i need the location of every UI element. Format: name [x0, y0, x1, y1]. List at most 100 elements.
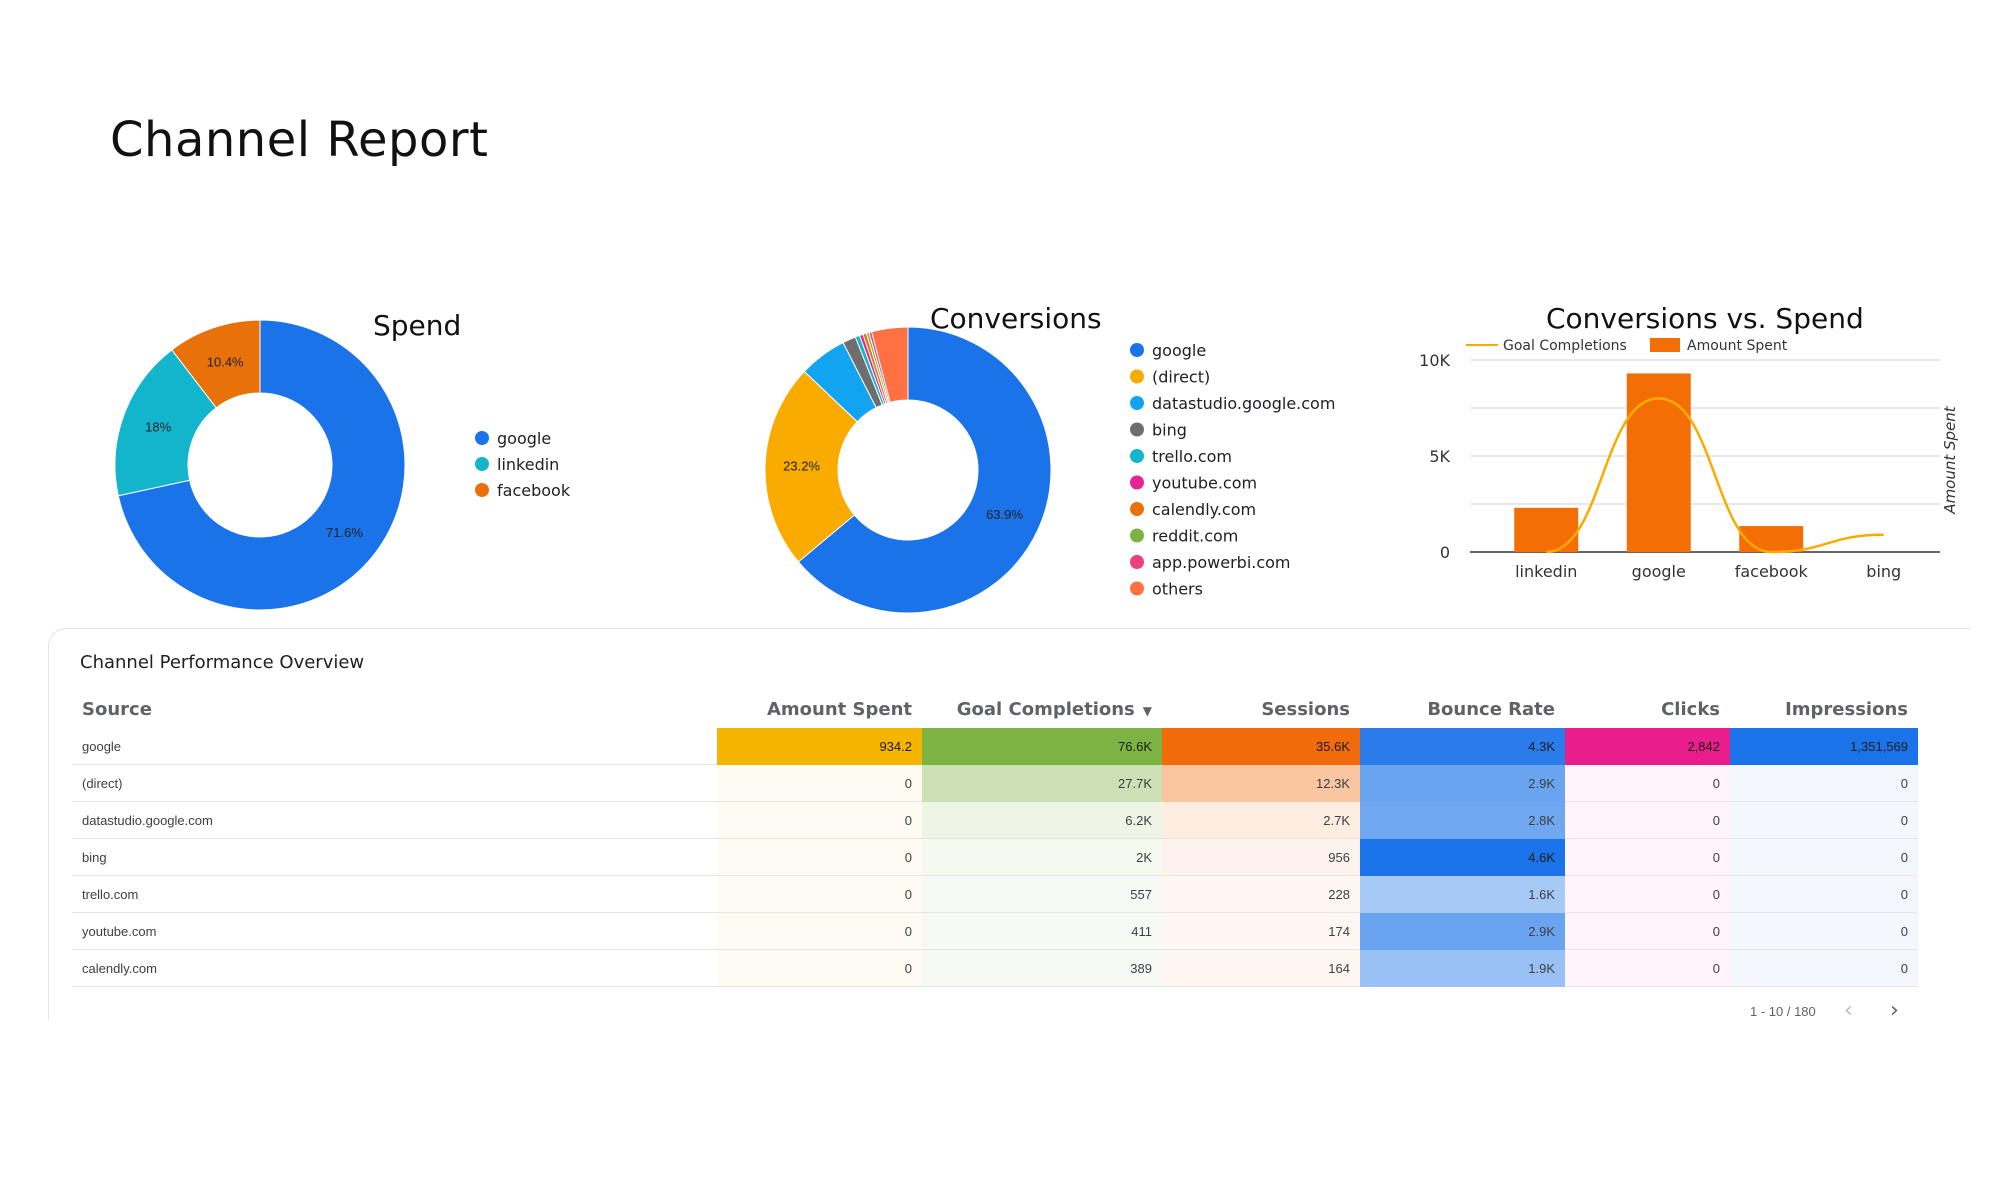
table-row[interactable]: bing 0 2K 956 4.6K 0 0 — [72, 838, 1918, 876]
cell-amount-spent: 0 — [717, 838, 922, 876]
table-title: Channel Performance Overview — [80, 652, 365, 673]
legend-bar-swatch — [1650, 338, 1680, 352]
cell-source: bing — [72, 838, 717, 876]
legend-direct[interactable]: (direct) — [1152, 368, 1210, 387]
cell-amount-spent: 0 — [717, 801, 922, 839]
page-title: Channel Report — [110, 112, 489, 168]
spend-chart-title: Spend — [373, 309, 461, 342]
cell-clicks: 0 — [1565, 801, 1730, 839]
legend-dot-facebook — [475, 483, 489, 497]
cell-impressions: 0 — [1730, 801, 1918, 839]
slice-direct[interactable] — [764, 370, 858, 563]
right-axis-title: Amount Spent — [1941, 405, 1959, 514]
legend-bing[interactable]: bing — [1152, 421, 1187, 440]
legend-amount-spent: Amount Spent — [1687, 338, 1788, 354]
legend-dot-others — [1130, 581, 1144, 596]
next-page-icon[interactable]: › — [1890, 998, 1899, 1023]
column-header-sessions[interactable]: Sessions — [1261, 698, 1350, 720]
legend-dot-google — [1130, 343, 1144, 357]
bar-google[interactable] — [1626, 373, 1691, 552]
legend-reddit-com[interactable]: reddit.com — [1152, 527, 1238, 546]
legend-dot-calendly-com — [1130, 502, 1144, 516]
cell-impressions: 1,351,569 — [1730, 728, 1918, 765]
cell-source: (direct) — [72, 764, 717, 802]
cell-source: datastudio.google.com — [72, 801, 717, 839]
slice-label-facebook: 10.4% — [207, 354, 244, 369]
cell-clicks: 0 — [1565, 912, 1730, 950]
legend-dot-reddit-com — [1130, 528, 1144, 543]
cell-bounce-rate: 1.9K — [1360, 949, 1565, 987]
legend-datastudio-google-com[interactable]: datastudio.google.com — [1152, 394, 1335, 413]
y-tick-label: 5K — [1429, 447, 1450, 466]
cell-amount-spent: 0 — [717, 875, 922, 913]
legend-linkedin[interactable]: linkedin — [497, 455, 559, 474]
conversions-vs-spend-chart: Conversions vs. Spend Goal Completions A… — [1419, 302, 1959, 581]
x-tick-label-bing: bing — [1866, 562, 1901, 581]
legend-dot-youtube-com — [1130, 475, 1144, 490]
column-header-goal-completions[interactable]: Goal Completions ▼ — [956, 698, 1152, 720]
cell-sessions: 164 — [1162, 949, 1360, 987]
combo-chart-title: Conversions vs. Spend — [1546, 302, 1864, 335]
legend-google[interactable]: google — [497, 429, 551, 448]
cell-clicks: 0 — [1565, 875, 1730, 913]
x-tick-label-linkedin: linkedin — [1515, 562, 1577, 581]
cell-impressions: 0 — [1730, 764, 1918, 802]
bar-linkedin[interactable] — [1514, 507, 1579, 552]
column-header-bounce-rate[interactable]: Bounce Rate — [1427, 698, 1555, 720]
column-header-amount-spent[interactable]: Amount Spent — [766, 698, 912, 720]
cell-bounce-rate: 4.3K — [1360, 728, 1565, 765]
cell-bounce-rate: 4.6K — [1360, 838, 1565, 876]
legend-facebook[interactable]: facebook — [497, 481, 571, 500]
table-row[interactable]: trello.com 0 557 228 1.6K 0 0 — [72, 875, 1918, 913]
previous-page-icon[interactable]: ‹ — [1844, 998, 1853, 1023]
cell-amount-spent: 0 — [717, 912, 922, 950]
cell-sessions: 228 — [1162, 875, 1360, 913]
slice-facebook[interactable] — [171, 319, 261, 409]
cell-source: trello.com — [72, 875, 717, 913]
conversions-donut-chart: Conversions 63.9% 23.2% google (direct) dat… — [764, 302, 1335, 614]
cell-source: youtube.com — [72, 912, 717, 950]
cell-sessions: 2.7K — [1162, 801, 1360, 839]
legend-google[interactable]: google — [1152, 341, 1206, 360]
cell-bounce-rate: 2.9K — [1360, 764, 1565, 802]
y-tick-label: 0 — [1440, 543, 1450, 562]
table-header-row: Source Amount Spent Goal Completions ▼ Se… — [72, 690, 1918, 728]
cell-amount-spent: 0 — [717, 764, 922, 802]
cell-sessions: 12.3K — [1162, 764, 1360, 802]
goal-completions-line[interactable] — [1546, 397, 1884, 554]
column-header-source[interactable]: Source — [82, 698, 152, 720]
slice-label-google: 71.6% — [326, 525, 363, 540]
cell-goal-completions: 27.7K — [922, 764, 1162, 802]
cell-impressions: 0 — [1730, 912, 1918, 950]
cell-clicks: 0 — [1565, 838, 1730, 876]
bar-facebook[interactable] — [1739, 526, 1804, 552]
table-row[interactable]: (direct) 0 27.7K 12.3K 2.9K 0 0 — [72, 764, 1918, 802]
legend-trello-com[interactable]: trello.com — [1152, 447, 1232, 466]
pagination-range: 1 - 10 / 180 — [1750, 1004, 1816, 1019]
slice-google[interactable] — [797, 326, 1052, 614]
y-tick-label: 10K — [1419, 351, 1450, 370]
column-header-impressions[interactable]: Impressions — [1785, 698, 1908, 720]
table-row[interactable]: google 934.2 76.6K 35.6K 4.3K 2,842 1,351,569 — [72, 728, 1918, 765]
cell-clicks: 0 — [1565, 764, 1730, 802]
legend-calendly-com[interactable]: calendly.com — [1152, 500, 1256, 519]
slice-label-direct: 23.2% — [783, 459, 820, 474]
slice-others[interactable] — [870, 326, 909, 403]
legend-youtube-com[interactable]: youtube.com — [1152, 474, 1257, 493]
cell-source: google — [72, 728, 717, 765]
legend-app-powerbi-com[interactable]: app.powerbi.com — [1152, 553, 1291, 572]
cell-bounce-rate: 2.8K — [1360, 801, 1565, 839]
sort-desc-icon[interactable]: ▼ — [1142, 703, 1152, 718]
cell-bounce-rate: 1.6K — [1360, 875, 1565, 913]
table-row[interactable]: calendly.com 0 389 164 1.9K 0 0 — [72, 949, 1918, 987]
table-row[interactable]: datastudio.google.com 0 6.2K 2.7K 2.8K 0 0 — [72, 801, 1918, 839]
slice-linkedin[interactable] — [114, 349, 217, 497]
legend-dot-bing — [1130, 422, 1144, 437]
slice-google[interactable] — [117, 319, 406, 611]
legend-others[interactable]: others — [1152, 580, 1203, 599]
legend-dot-datastudio-google-com — [1130, 396, 1144, 410]
column-header-clicks[interactable]: Clicks — [1661, 698, 1720, 720]
table-row[interactable]: youtube.com 0 411 174 2.9K 0 0 — [72, 912, 1918, 950]
x-tick-label-google: google — [1632, 562, 1686, 581]
legend-dot-app-powerbi-com — [1130, 555, 1144, 569]
